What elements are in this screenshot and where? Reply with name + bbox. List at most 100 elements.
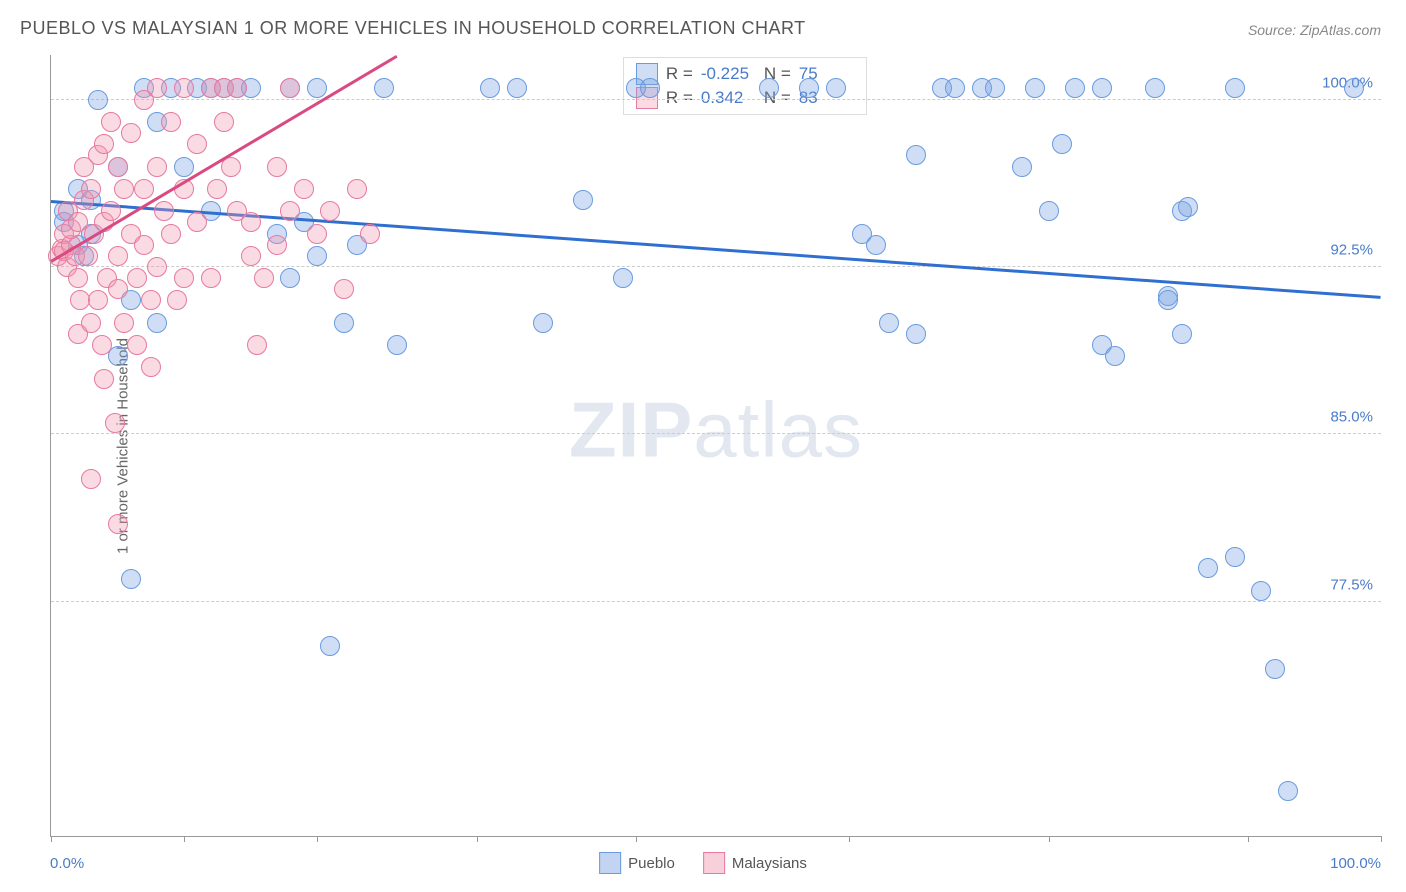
data-point	[360, 224, 380, 244]
data-point	[101, 201, 121, 221]
y-tick-label: 85.0%	[1330, 409, 1373, 426]
data-point	[866, 235, 886, 255]
data-point	[141, 290, 161, 310]
data-point	[1158, 290, 1178, 310]
x-tick	[1248, 836, 1249, 842]
gridline-h	[51, 99, 1381, 100]
data-point	[533, 313, 553, 333]
watermark: ZIPatlas	[569, 384, 863, 475]
data-point	[480, 78, 500, 98]
data-point	[207, 179, 227, 199]
y-tick-label: 77.5%	[1330, 576, 1373, 593]
data-point	[214, 112, 234, 132]
x-tick	[1049, 836, 1050, 842]
data-point	[241, 212, 261, 232]
data-point	[387, 335, 407, 355]
data-point	[174, 268, 194, 288]
data-point	[147, 257, 167, 277]
data-point	[347, 179, 367, 199]
data-point	[127, 268, 147, 288]
data-point	[68, 268, 88, 288]
data-point	[1178, 197, 1198, 217]
data-point	[1025, 78, 1045, 98]
data-point	[507, 78, 527, 98]
gridline-h	[51, 601, 1381, 602]
gridline-h	[51, 266, 1381, 267]
data-point	[267, 157, 287, 177]
data-point	[307, 246, 327, 266]
chart-title: PUEBLO VS MALAYSIAN 1 OR MORE VEHICLES I…	[20, 18, 806, 39]
data-point	[1278, 781, 1298, 801]
data-point	[227, 78, 247, 98]
data-point	[167, 290, 187, 310]
data-point	[161, 224, 181, 244]
data-point	[108, 514, 128, 534]
data-point	[307, 224, 327, 244]
data-point	[985, 78, 1005, 98]
data-point	[81, 469, 101, 489]
data-point	[147, 78, 167, 98]
data-point	[154, 201, 174, 221]
legend-label-malaysians: Malaysians	[732, 855, 807, 872]
data-point	[241, 246, 261, 266]
x-tick	[317, 836, 318, 842]
plot-area: ZIPatlas R = -0.225 N = 75 R = 0.342 N =…	[50, 55, 1381, 837]
data-point	[88, 290, 108, 310]
data-point	[1265, 659, 1285, 679]
legend-label-pueblo: Pueblo	[628, 855, 675, 872]
data-point	[374, 78, 394, 98]
data-point	[945, 78, 965, 98]
data-point	[147, 313, 167, 333]
data-point	[906, 145, 926, 165]
data-point	[1225, 78, 1245, 98]
stats-row-pueblo: R = -0.225 N = 75	[636, 62, 854, 86]
data-point	[147, 157, 167, 177]
data-point	[1344, 78, 1364, 98]
x-label-right: 100.0%	[1330, 855, 1381, 872]
x-tick	[1381, 836, 1382, 842]
x-tick	[849, 836, 850, 842]
data-point	[247, 335, 267, 355]
data-point	[573, 190, 593, 210]
data-point	[121, 123, 141, 143]
data-point	[187, 212, 207, 232]
r-value-pueblo: -0.225	[701, 64, 756, 84]
watermark-bold: ZIP	[569, 385, 693, 473]
legend-item-pueblo: Pueblo	[599, 852, 675, 874]
data-point	[94, 369, 114, 389]
data-point	[1251, 581, 1271, 601]
data-point	[759, 78, 779, 98]
gridline-h	[51, 433, 1381, 434]
data-point	[1225, 547, 1245, 567]
data-point	[187, 134, 207, 154]
data-point	[174, 157, 194, 177]
data-point	[1145, 78, 1165, 98]
data-point	[1012, 157, 1032, 177]
x-tick	[636, 836, 637, 842]
data-point	[127, 335, 147, 355]
data-point	[280, 201, 300, 221]
data-point	[906, 324, 926, 344]
data-point	[280, 78, 300, 98]
data-point	[174, 78, 194, 98]
data-point	[108, 157, 128, 177]
bottom-legend: Pueblo Malaysians	[599, 852, 807, 874]
data-point	[161, 112, 181, 132]
legend-swatch-malaysians	[703, 852, 725, 874]
data-point	[92, 335, 112, 355]
x-tick	[477, 836, 478, 842]
legend-item-malaysians: Malaysians	[703, 852, 807, 874]
data-point	[799, 78, 819, 98]
data-point	[108, 279, 128, 299]
correlation-chart: PUEBLO VS MALAYSIAN 1 OR MORE VEHICLES I…	[0, 0, 1406, 892]
data-point	[1052, 134, 1072, 154]
x-tick	[184, 836, 185, 842]
y-tick-label: 92.5%	[1330, 242, 1373, 259]
data-point	[1198, 558, 1218, 578]
data-point	[94, 134, 114, 154]
data-point	[1105, 346, 1125, 366]
data-point	[640, 78, 660, 98]
data-point	[121, 569, 141, 589]
data-point	[320, 201, 340, 221]
data-point	[134, 235, 154, 255]
